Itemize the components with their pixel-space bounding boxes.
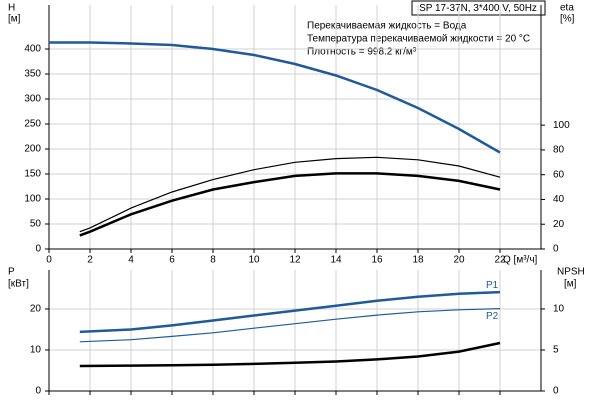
y2-tick-label: 80 (553, 145, 565, 156)
x-tick-label: 22 (494, 255, 506, 266)
x-tick-label: 0 (46, 255, 52, 266)
y-tick-label: 100 (24, 194, 41, 205)
x-tick-label: 18 (412, 255, 424, 266)
x-tick-label: 2 (87, 255, 93, 266)
annotation: Температура перекачиваемой жидкости = 20… (307, 34, 530, 45)
annotation: Плотность = 998.2 кг/м³ (307, 47, 417, 58)
y-tick-label: 250 (24, 119, 41, 130)
y2-label: NPSH (557, 267, 585, 278)
x-label: Q [м³/ч] (503, 255, 538, 266)
y-unit: [м] (8, 14, 21, 25)
series-label: P1 (486, 280, 499, 291)
chart-title: SP 17-37N, 3*400 V, 50Hz (419, 3, 537, 14)
curve (79, 341, 501, 368)
curve (79, 308, 501, 343)
x-tick-label: 10 (248, 255, 260, 266)
y-tick-label: 350 (24, 69, 41, 80)
x-tick-label: 16 (371, 255, 383, 266)
y-tick-label: 300 (24, 94, 41, 105)
y-tick-label: 150 (24, 169, 41, 180)
y-tick-label: 0 (35, 386, 41, 397)
y2-tick-label: 5 (553, 345, 559, 356)
x-tick-label: 20 (453, 255, 465, 266)
annotation: Перекачиваемая жидкость = Вода (307, 21, 467, 32)
y-label: H (8, 3, 15, 14)
x-tick-label: 14 (330, 255, 342, 266)
y2-tick-label: 100 (553, 120, 570, 131)
y-tick-label: 200 (24, 144, 41, 155)
x-tick-label: 12 (289, 255, 301, 266)
curve (49, 41, 501, 154)
x-tick-label: 8 (210, 255, 216, 266)
curve (79, 156, 501, 233)
y2-tick-label: 0 (553, 244, 559, 255)
y2-unit: [%] (560, 14, 575, 25)
y-tick-label: 10 (30, 345, 42, 356)
y2-tick-label: 60 (553, 169, 565, 180)
y-label: P (8, 267, 15, 278)
y2-tick-label: 40 (553, 194, 565, 205)
y-tick-label: 20 (30, 304, 42, 315)
y2-label: eta (560, 3, 574, 14)
y2-tick-label: 20 (553, 219, 565, 230)
y-tick-label: 400 (24, 44, 41, 55)
y-tick-label: 0 (35, 244, 41, 255)
y-unit: [кВт] (8, 279, 29, 290)
x-tick-label: 6 (169, 255, 175, 266)
y2-tick-label: 0 (553, 386, 559, 397)
x-tick-label: 4 (128, 255, 134, 266)
title-box (411, 0, 546, 16)
curve (79, 172, 501, 237)
series-label: P2 (486, 311, 499, 322)
y2-unit: [м] (564, 279, 577, 290)
curve (79, 290, 501, 334)
y-tick-label: 50 (30, 219, 42, 230)
y2-tick-label: 10 (553, 304, 565, 315)
